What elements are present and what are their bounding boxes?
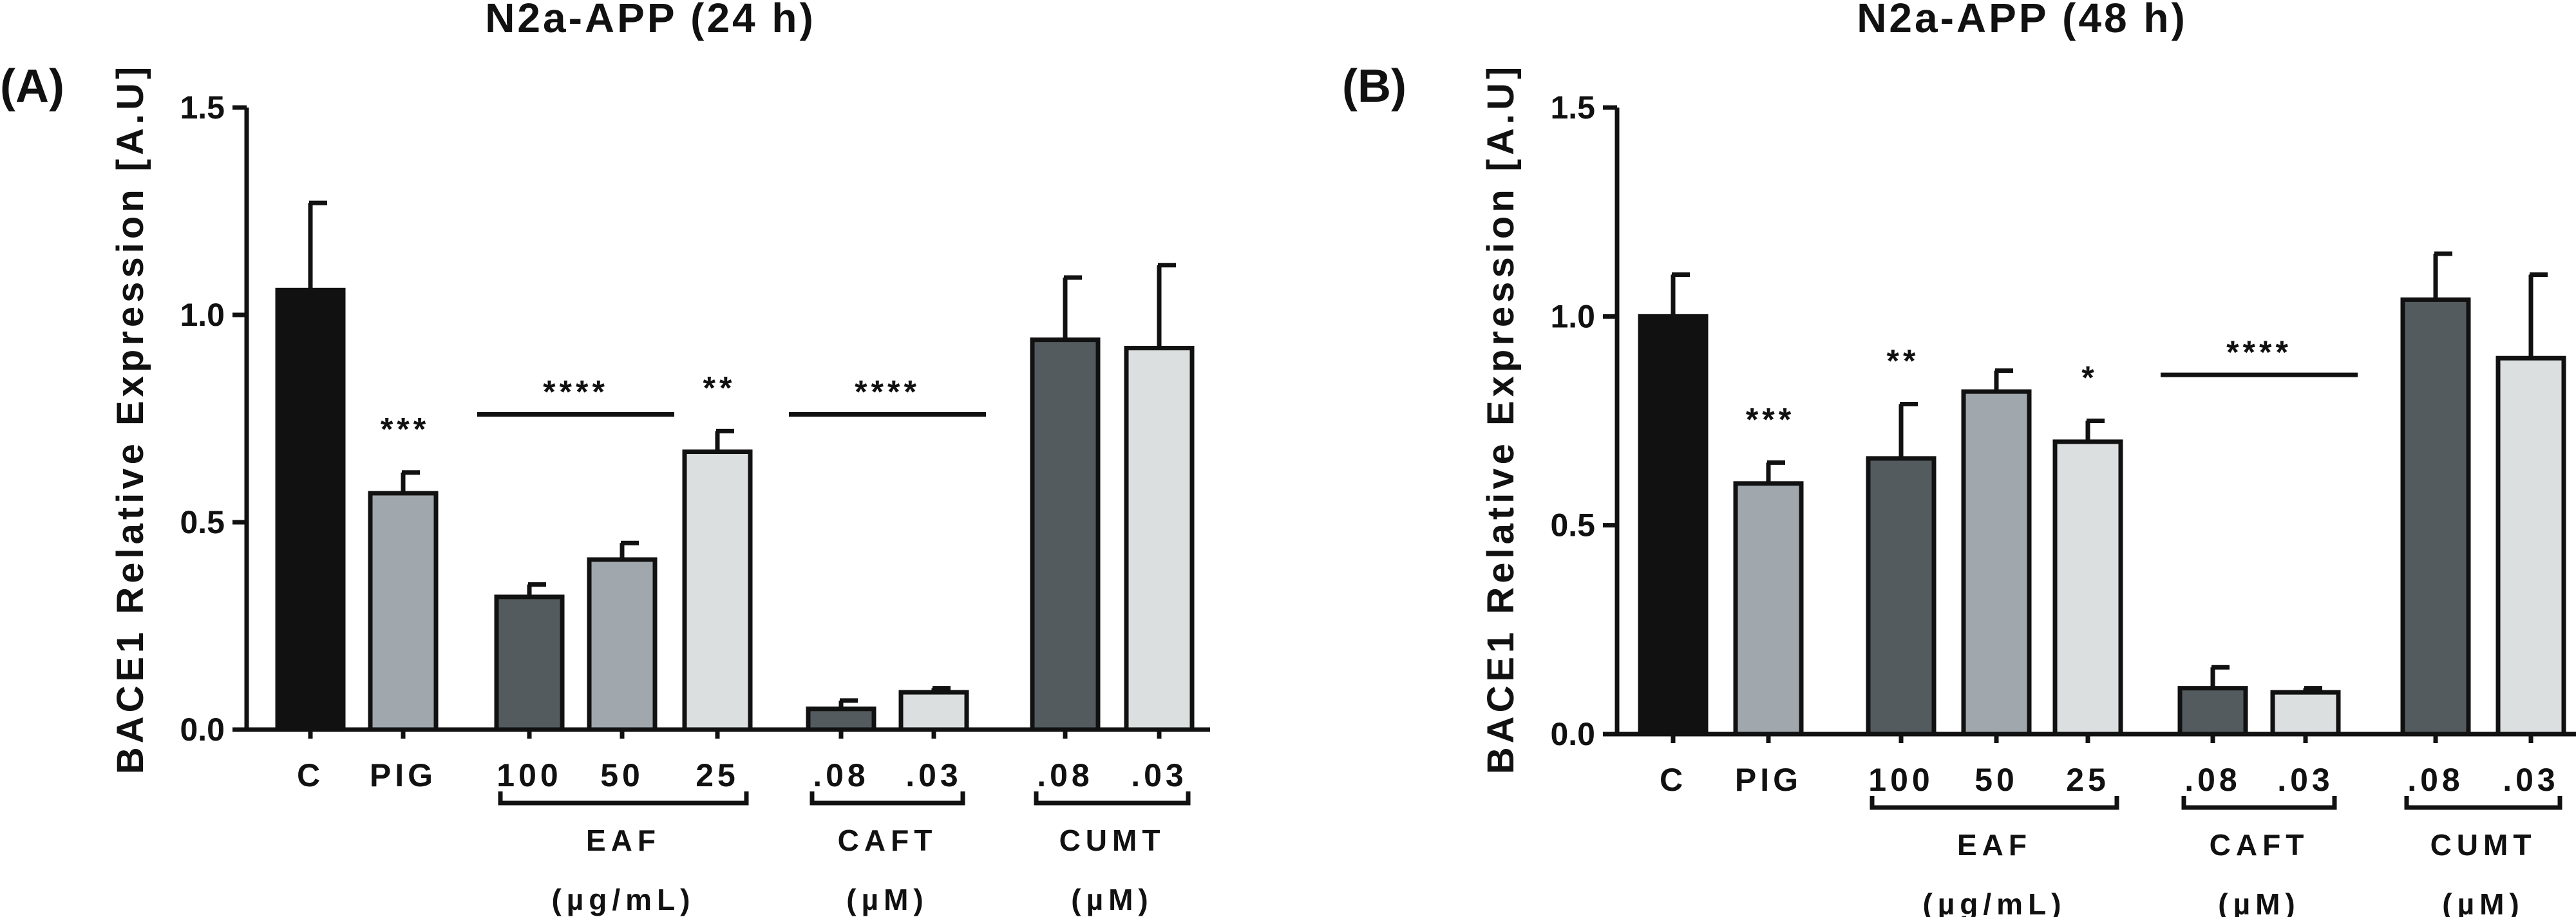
significance-line-label: **** — [543, 374, 609, 410]
group-unit: (µM) — [1071, 883, 1153, 916]
category-label: C — [297, 757, 324, 793]
panel-a: (A) N2a-APP (24 h) BACE1 Relative Expres… — [0, 0, 1210, 916]
panel-letter: (A) — [0, 61, 64, 112]
category-label: .08 — [1037, 757, 1094, 793]
category-label: C — [1660, 762, 1687, 798]
bar — [1638, 314, 1709, 737]
category-label: .03 — [1131, 757, 1188, 793]
category-label: .08 — [2407, 762, 2464, 798]
panel-b: (B) N2a-APP (48 h) BACE1 Relative Expres… — [1342, 0, 2576, 917]
group-bracket — [810, 791, 965, 806]
significance-label: * — [2081, 360, 2098, 396]
bar — [2052, 439, 2123, 737]
y-tick-label: 1.5 — [1550, 90, 1595, 126]
group-unit: (µM) — [2218, 887, 2300, 917]
bar — [2177, 686, 2248, 737]
bar — [275, 287, 346, 732]
category-label: PIG — [370, 757, 437, 793]
bar — [494, 594, 565, 732]
significance-label: ** — [703, 370, 736, 406]
bar — [587, 557, 658, 732]
y-tick-label: 0.5 — [180, 504, 225, 540]
group-label: EAF — [586, 824, 661, 857]
group-bracket — [498, 791, 749, 806]
bar — [1866, 456, 1937, 737]
y-axis-label: BACE1 Relative Expression [A.U] — [1480, 63, 1522, 775]
y-tick-label: 1.5 — [180, 90, 225, 126]
group-label: CAFT — [838, 824, 938, 857]
category-label: 50 — [1975, 762, 2018, 798]
bar — [1030, 337, 1101, 732]
bar — [1124, 346, 1195, 732]
category-label: 100 — [1868, 762, 1933, 798]
bar — [2496, 355, 2566, 737]
group-bracket — [2181, 796, 2337, 810]
category-label: 100 — [497, 757, 562, 793]
category-label: .08 — [813, 757, 869, 793]
panel-title: N2a-APP (48 h) — [1857, 0, 2188, 41]
group-unit: (µM) — [2442, 887, 2524, 917]
y-tick-label: 1.0 — [180, 297, 225, 333]
panel-letter: (B) — [1342, 61, 1406, 112]
significance-line-label: **** — [2226, 334, 2292, 370]
category-label: 25 — [2066, 762, 2110, 798]
bar — [1733, 481, 1804, 737]
group-label: CAFT — [2210, 828, 2309, 862]
bar — [2400, 297, 2471, 737]
bar — [682, 449, 753, 732]
category-label: 50 — [600, 757, 644, 793]
y-tick-label: 0.5 — [1550, 507, 1595, 544]
group-bracket — [1870, 796, 2119, 810]
category-label: 25 — [696, 757, 739, 793]
y-tick-label: 1.0 — [1550, 298, 1595, 334]
significance-line-label: **** — [855, 374, 920, 410]
category-label: .03 — [905, 757, 962, 793]
group-unit: (µM) — [846, 883, 928, 916]
bar — [898, 690, 969, 732]
significance-label: ** — [1887, 343, 1920, 379]
category-label: PIG — [1735, 762, 1802, 798]
category-label: .08 — [2184, 762, 2241, 798]
y-axis-label: BACE1 Relative Expression [A.U] — [109, 63, 151, 775]
y-tick-label: 0.0 — [1550, 716, 1595, 752]
group-label: CUMT — [1059, 824, 1166, 857]
significance-label: *** — [1746, 401, 1795, 437]
group-label: CUMT — [2430, 828, 2537, 862]
panel-title: N2a-APP (24 h) — [485, 0, 816, 41]
bar — [368, 491, 439, 732]
bar — [806, 706, 876, 732]
bar — [1961, 389, 2032, 737]
group-unit: (µg/mL) — [551, 883, 695, 916]
bar — [2270, 690, 2341, 737]
category-label: .03 — [2503, 762, 2559, 798]
group-bracket — [2404, 796, 2562, 810]
group-bracket — [1034, 791, 1191, 806]
category-label: .03 — [2277, 762, 2334, 798]
significance-label: *** — [381, 411, 430, 448]
group-unit: (µg/mL) — [1922, 887, 2066, 917]
y-tick-label: 0.0 — [180, 712, 225, 748]
group-label: EAF — [1957, 828, 2032, 862]
